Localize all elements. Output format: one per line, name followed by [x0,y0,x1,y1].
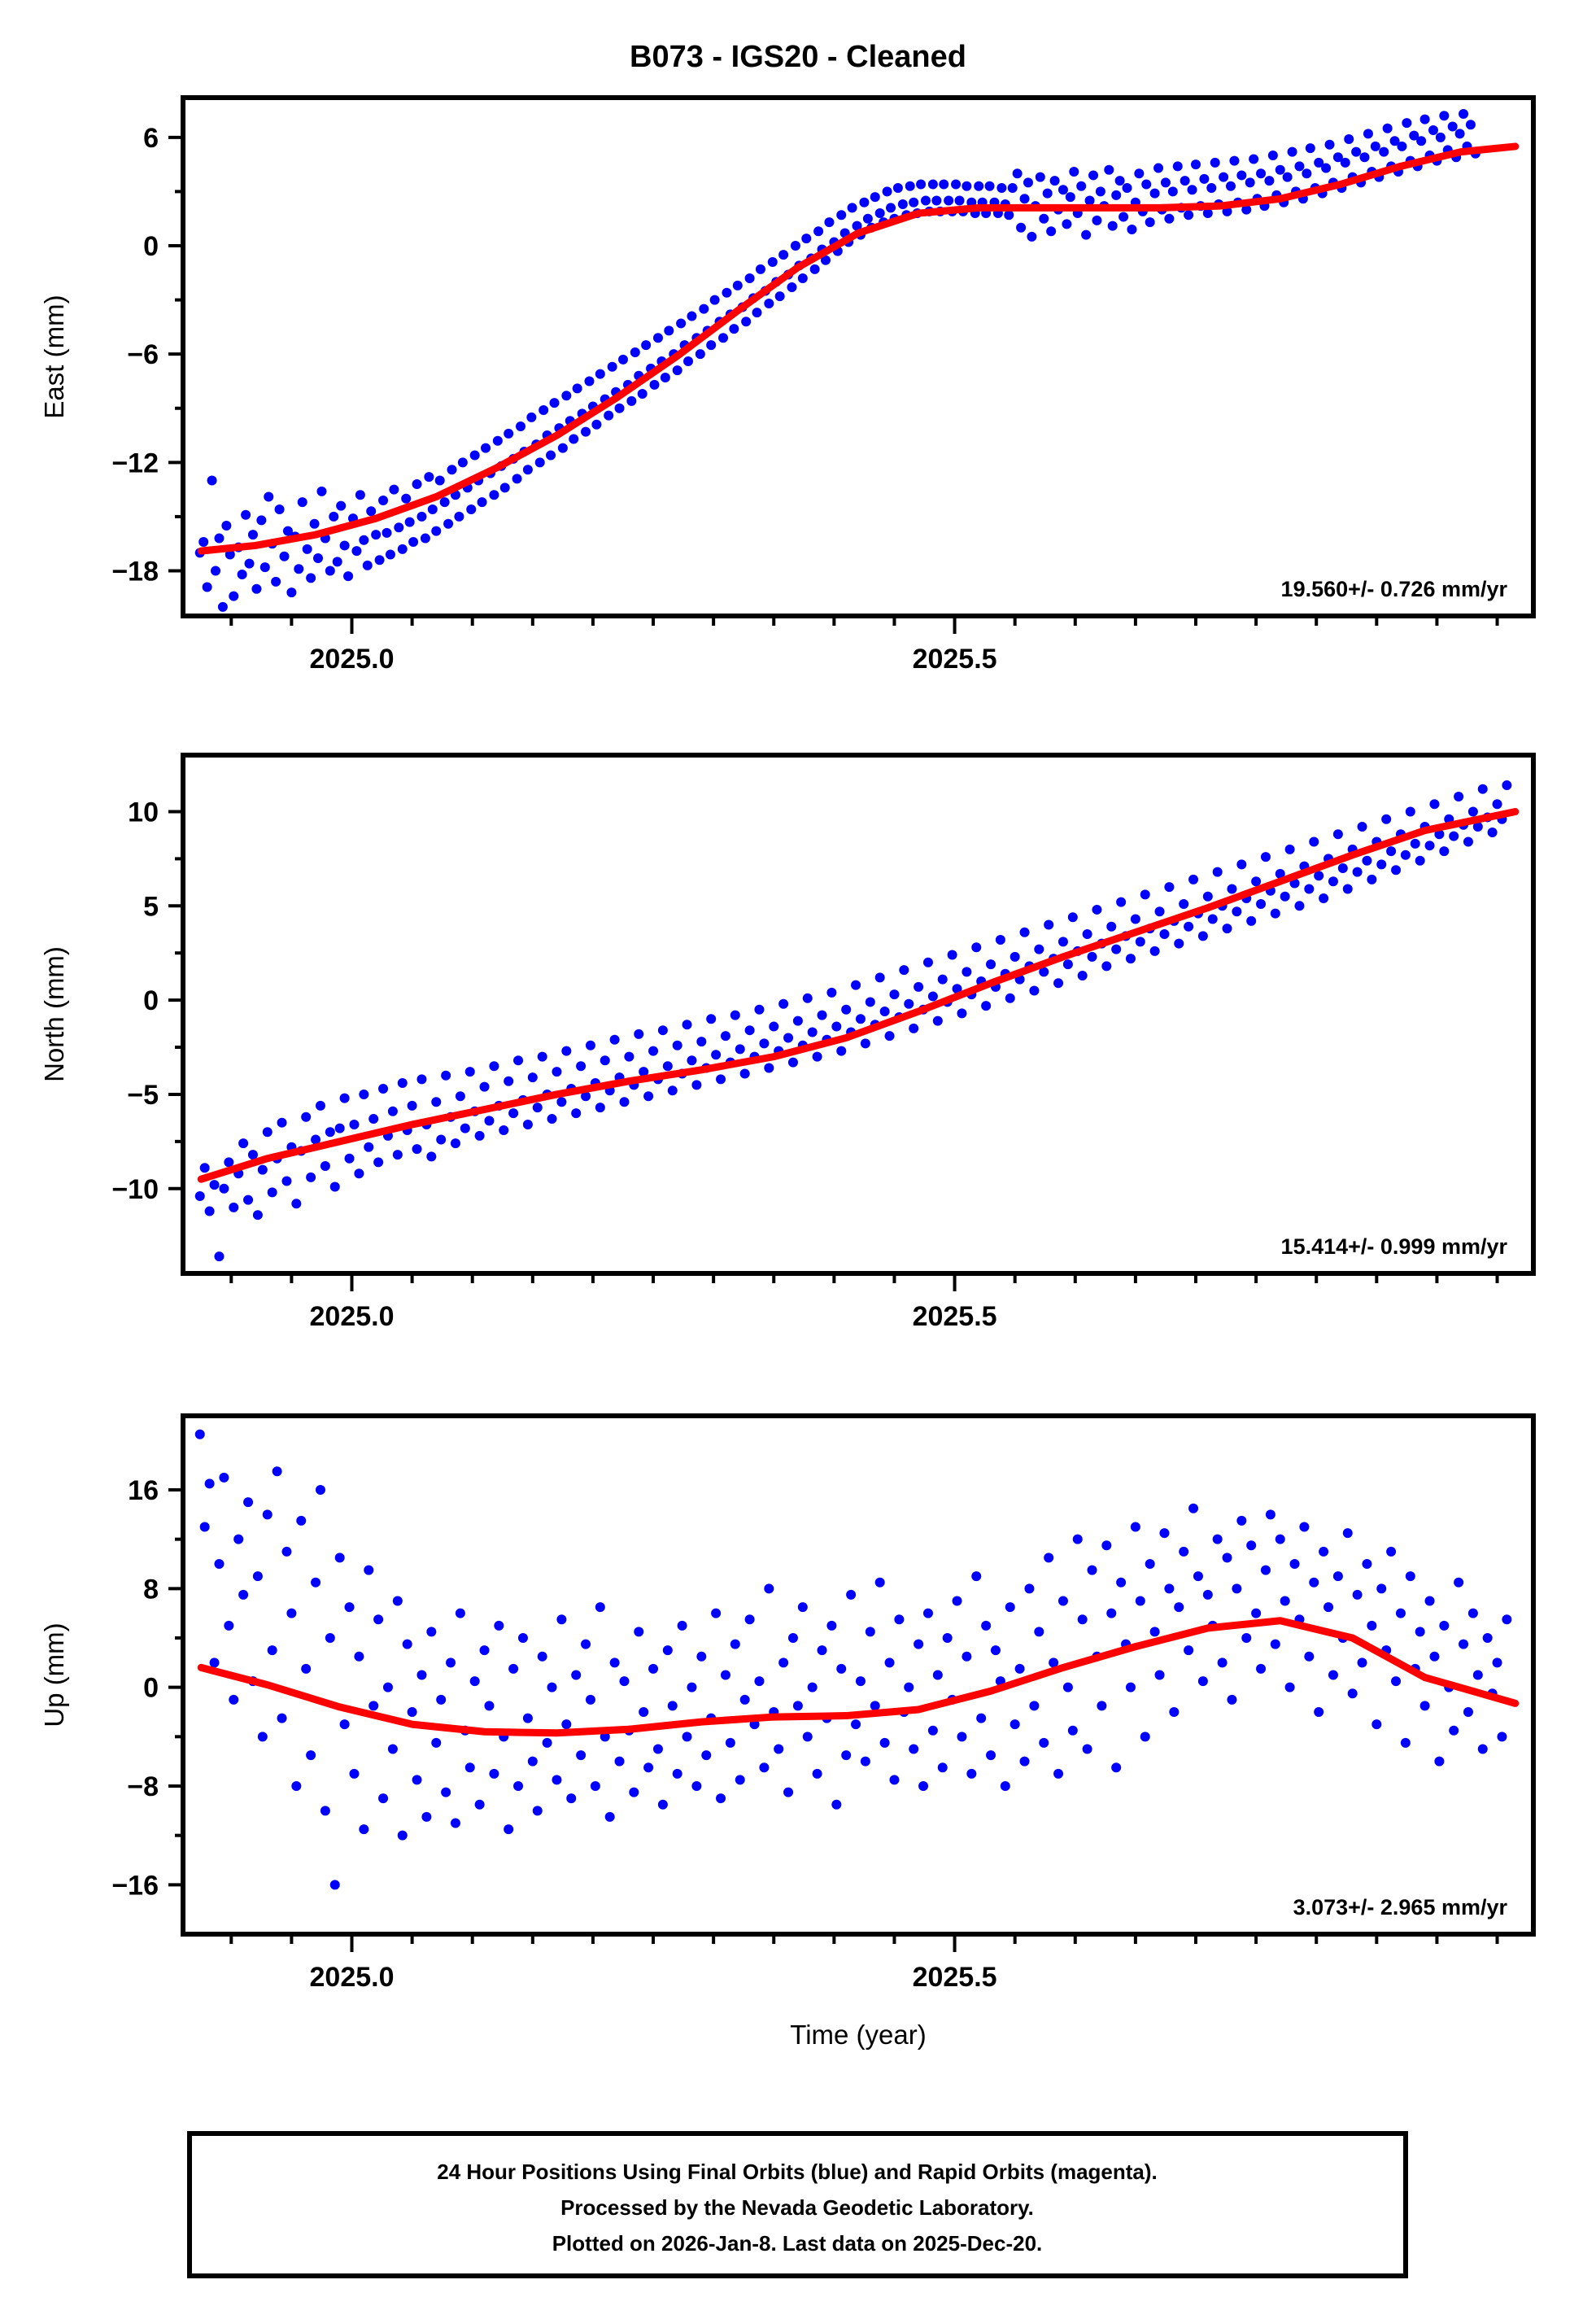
trend-line-up [197,1617,1520,1737]
x-tick-label-up: 2025.0 [310,1962,395,1993]
chart-panel-north: 10 5 0 −5 −10 2025.0 2025.5 North (mm) 15.414+/-… [39,753,1536,1332]
y-tick-label-east: −6 [127,339,159,370]
y-tick-label-up: −16 [111,1870,159,1901]
footer-line-1: 24 Hour Positions Using Final Orbits (bl… [437,2160,1158,2184]
y-tick-label-east: 6 [143,123,159,154]
y-axis-label-north: North (mm) [39,946,69,1082]
y-tick-label-north: 0 [143,985,159,1016]
y-tick-label-north: −5 [127,1080,159,1111]
y-tick-label-up: 0 [143,1673,159,1704]
plot-area-north [194,780,1520,1262]
y-tick-label-north: 5 [143,891,159,922]
y-tick-label-up: 8 [143,1574,159,1605]
y-tick-label-east: 0 [143,231,159,262]
y-tick-label-east: −18 [111,557,159,587]
chart-panel-east: 6 0 −6 −12 −18 2025.0 2025.5 East (mm) 19.560+/-… [39,95,1536,675]
x-tick-label-east: 2025.5 [913,644,997,675]
rate-annotation-up: 3.073+/- 2.965 mm/yr [1293,1895,1508,1919]
rate-annotation-north: 15.414+/- 0.999 mm/yr [1281,1234,1508,1259]
y-tick-label-north: −10 [111,1174,159,1205]
chart-panel-up: 16 8 0 −8 −16 2025.0 2025.5 Up (mm) 3.073+/- 2.9… [39,1413,1536,1993]
x-tick-label-north: 2025.0 [310,1301,395,1332]
plot-area-east [194,108,1520,612]
plot-area-up [194,1429,1520,1890]
page-title: B073 - IGS20 - Cleaned [630,40,966,74]
y-tick-label-up: 16 [128,1475,159,1506]
axes-frame-east [181,95,1536,618]
footer-line-3: Plotted on 2026-Jan-8. Last data on 2025… [552,2231,1043,2256]
panel-group: 6 0 −6 −12 −18 2025.0 2025.5 East (mm) 19.560+/-… [39,95,1536,1993]
axes-frame-up [181,1413,1536,1937]
x-tick-label-east: 2025.0 [310,644,395,675]
y-tick-label-north: 10 [128,797,159,828]
trend-line-north [197,807,1520,1183]
y-tick-label-up: −8 [127,1771,159,1802]
y-axis-label-east: East (mm) [39,295,69,418]
x-axis-label: Time (year) [790,2020,926,2050]
trend-line-east [197,142,1520,555]
footer-line-2: Processed by the Nevada Geodetic Laborat… [560,2195,1034,2220]
footer-box-border [187,2131,1408,2278]
footer-note: 24 Hour Positions Using Final Orbits (bl… [187,2131,1408,2278]
y-tick-label-east: −12 [111,448,159,478]
x-tick-label-north: 2025.5 [913,1301,997,1332]
y-axis-label-up: Up (mm) [39,1622,69,1727]
axes-frame-north [181,753,1536,1276]
rate-annotation-east: 19.560+/- 0.726 mm/yr [1281,577,1508,601]
x-tick-label-up: 2025.5 [913,1962,997,1993]
